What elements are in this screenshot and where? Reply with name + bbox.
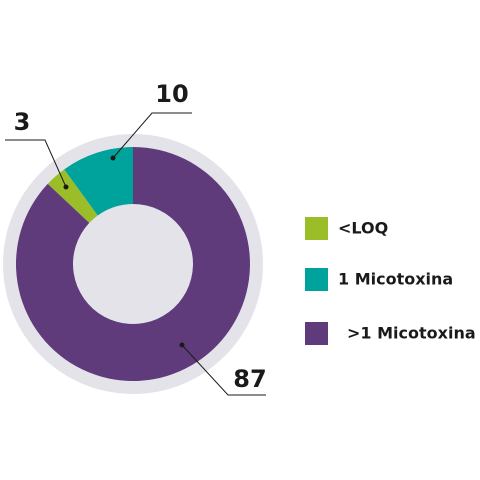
value-label: 10: [155, 80, 188, 108]
legend-swatch: [305, 322, 328, 345]
legend-label: <LOQ: [338, 219, 388, 238]
legend-label: >1 Micotoxina: [347, 324, 476, 343]
leader-dot: [179, 342, 185, 348]
donut-slice: [47, 169, 98, 223]
leader-line: [5, 139, 67, 188]
value-label: 3: [14, 108, 31, 136]
legend-swatch: [305, 268, 328, 291]
leader-dot: [63, 184, 69, 190]
legend-label: 1 Micotoxina: [338, 270, 453, 289]
legend-swatch: [305, 217, 328, 240]
leader-dot: [110, 155, 116, 161]
leader-line: [181, 344, 266, 396]
leader-line: [112, 112, 192, 159]
donut-slice: [64, 147, 133, 216]
value-label: 87: [233, 365, 266, 393]
donut-slice: [15, 147, 251, 381]
